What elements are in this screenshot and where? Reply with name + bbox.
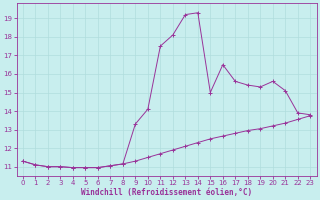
X-axis label: Windchill (Refroidissement éolien,°C): Windchill (Refroidissement éolien,°C) xyxy=(81,188,252,197)
